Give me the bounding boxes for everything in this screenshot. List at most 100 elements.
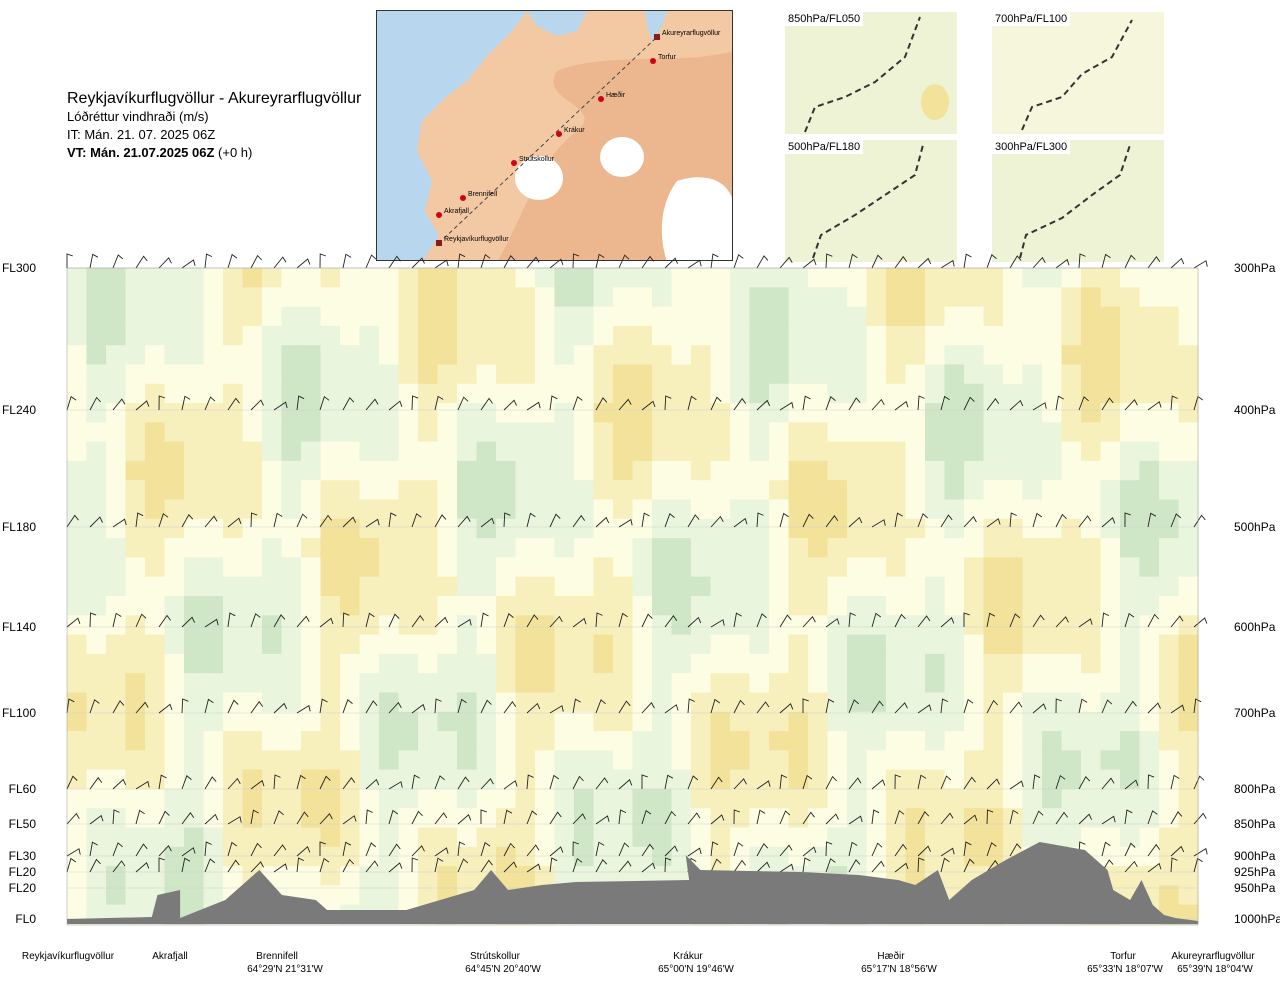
heatmap-cell	[925, 731, 946, 751]
heatmap-cell	[574, 576, 595, 597]
heatmap-cell	[749, 731, 770, 751]
heatmap-cell	[320, 711, 341, 732]
wind-barb	[802, 774, 813, 790]
map-place-label: Torfur	[658, 54, 677, 61]
heatmap-cell	[847, 538, 868, 558]
wind-barb	[618, 779, 633, 790]
wind-barb	[526, 256, 540, 269]
wind-barb	[66, 253, 73, 268]
heatmap-cell	[1178, 364, 1199, 385]
wind-barb	[250, 512, 258, 528]
heatmap-cell	[184, 692, 205, 713]
heatmap-cell	[476, 499, 497, 520]
heatmap-cell	[788, 383, 809, 404]
heatmap-cell	[574, 653, 595, 674]
heatmap-cell	[964, 731, 985, 751]
heatmap-cell	[925, 711, 946, 732]
heatmap-cell	[1022, 268, 1043, 288]
heatmap-cell	[457, 364, 478, 385]
heatmap-cell	[574, 846, 595, 867]
heatmap-cell	[632, 846, 653, 867]
heatmap-cell	[1139, 480, 1160, 501]
wind-barb	[963, 516, 977, 528]
heatmap-cell	[925, 325, 946, 346]
wind-barb	[296, 513, 308, 528]
heatmap-cell	[418, 653, 439, 674]
wind-barb	[1078, 776, 1091, 790]
heatmap-cell	[671, 711, 692, 732]
heatmap-cell	[515, 634, 536, 655]
wind-barb	[825, 396, 836, 411]
heatmap-cell	[515, 306, 536, 327]
heatmap-cell	[1178, 576, 1199, 597]
wind-barb	[526, 774, 534, 790]
heatmap-cell	[67, 403, 88, 423]
wind-barb	[595, 841, 605, 857]
heatmap-cell	[710, 557, 731, 578]
heatmap-cell	[418, 576, 439, 597]
wind-barb	[388, 400, 403, 411]
wind-barb	[112, 778, 127, 790]
heatmap-cell	[359, 499, 380, 520]
heatmap-cell	[730, 692, 751, 713]
heatmap-cell	[554, 596, 575, 616]
heatmap-cell	[203, 403, 224, 423]
heatmap-cell	[886, 750, 907, 771]
heatmap-cell	[145, 634, 166, 655]
heatmap-cell	[1042, 383, 1063, 404]
heatmap-cell	[203, 711, 224, 732]
heatmap-cell	[106, 422, 127, 443]
heatmap-cell	[710, 808, 731, 829]
heatmap-cell	[710, 846, 731, 867]
heatmap-cell	[613, 325, 634, 346]
heatmap-cell	[691, 345, 712, 366]
heatmap-cell	[964, 557, 985, 578]
heatmap-cell	[808, 808, 829, 829]
heatmap-cell	[437, 731, 458, 751]
heatmap-cell	[203, 866, 224, 886]
heatmap-cell	[262, 518, 283, 539]
heatmap-cell	[827, 287, 848, 308]
heatmap-cell	[535, 866, 556, 886]
heatmap-cell	[769, 538, 790, 558]
heatmap-cell	[944, 750, 965, 771]
heatmap-cell	[515, 287, 536, 308]
heatmap-cell	[925, 480, 946, 501]
wind-barb	[756, 861, 771, 873]
heatmap-cell	[574, 403, 595, 423]
heatmap-cell	[1081, 673, 1102, 694]
heatmap-cell	[944, 460, 965, 481]
wind-barb	[296, 258, 311, 269]
heatmap-cell	[106, 711, 127, 732]
heatmap-cell	[398, 634, 419, 655]
heatmap-cell	[1003, 538, 1024, 558]
heatmap-cell	[1178, 383, 1199, 404]
heatmap-cell	[125, 731, 146, 751]
heatmap-cell	[925, 422, 946, 443]
heatmap-cell	[1159, 634, 1180, 655]
heatmap-cell	[164, 673, 185, 694]
heatmap-cell	[1159, 403, 1180, 423]
heatmap-cell	[847, 345, 868, 366]
heatmap-cell	[613, 731, 634, 751]
heatmap-cell	[457, 866, 478, 886]
heatmap-cell	[1120, 345, 1141, 366]
issue-time: IT: Mán. 21. 07. 2025 06Z	[67, 127, 216, 142]
wind-barb	[733, 699, 745, 714]
heatmap-cell	[535, 788, 556, 809]
heatmap-cell	[301, 596, 322, 616]
heatmap-cell	[632, 364, 653, 385]
heatmap-cell	[281, 788, 302, 809]
heatmap-cell	[184, 268, 205, 288]
heatmap-cell	[652, 769, 673, 790]
wind-barb	[112, 842, 123, 857]
heatmap-cell	[223, 518, 244, 539]
heatmap-cell	[301, 306, 322, 327]
heatmap-cell	[944, 808, 965, 829]
heatmap-cell	[86, 345, 107, 366]
heatmap-cell	[905, 711, 926, 732]
heatmap-cell	[164, 576, 185, 597]
heatmap-cell	[983, 383, 1004, 404]
heatmap-cell	[125, 518, 146, 539]
heatmap-cell	[847, 441, 868, 462]
